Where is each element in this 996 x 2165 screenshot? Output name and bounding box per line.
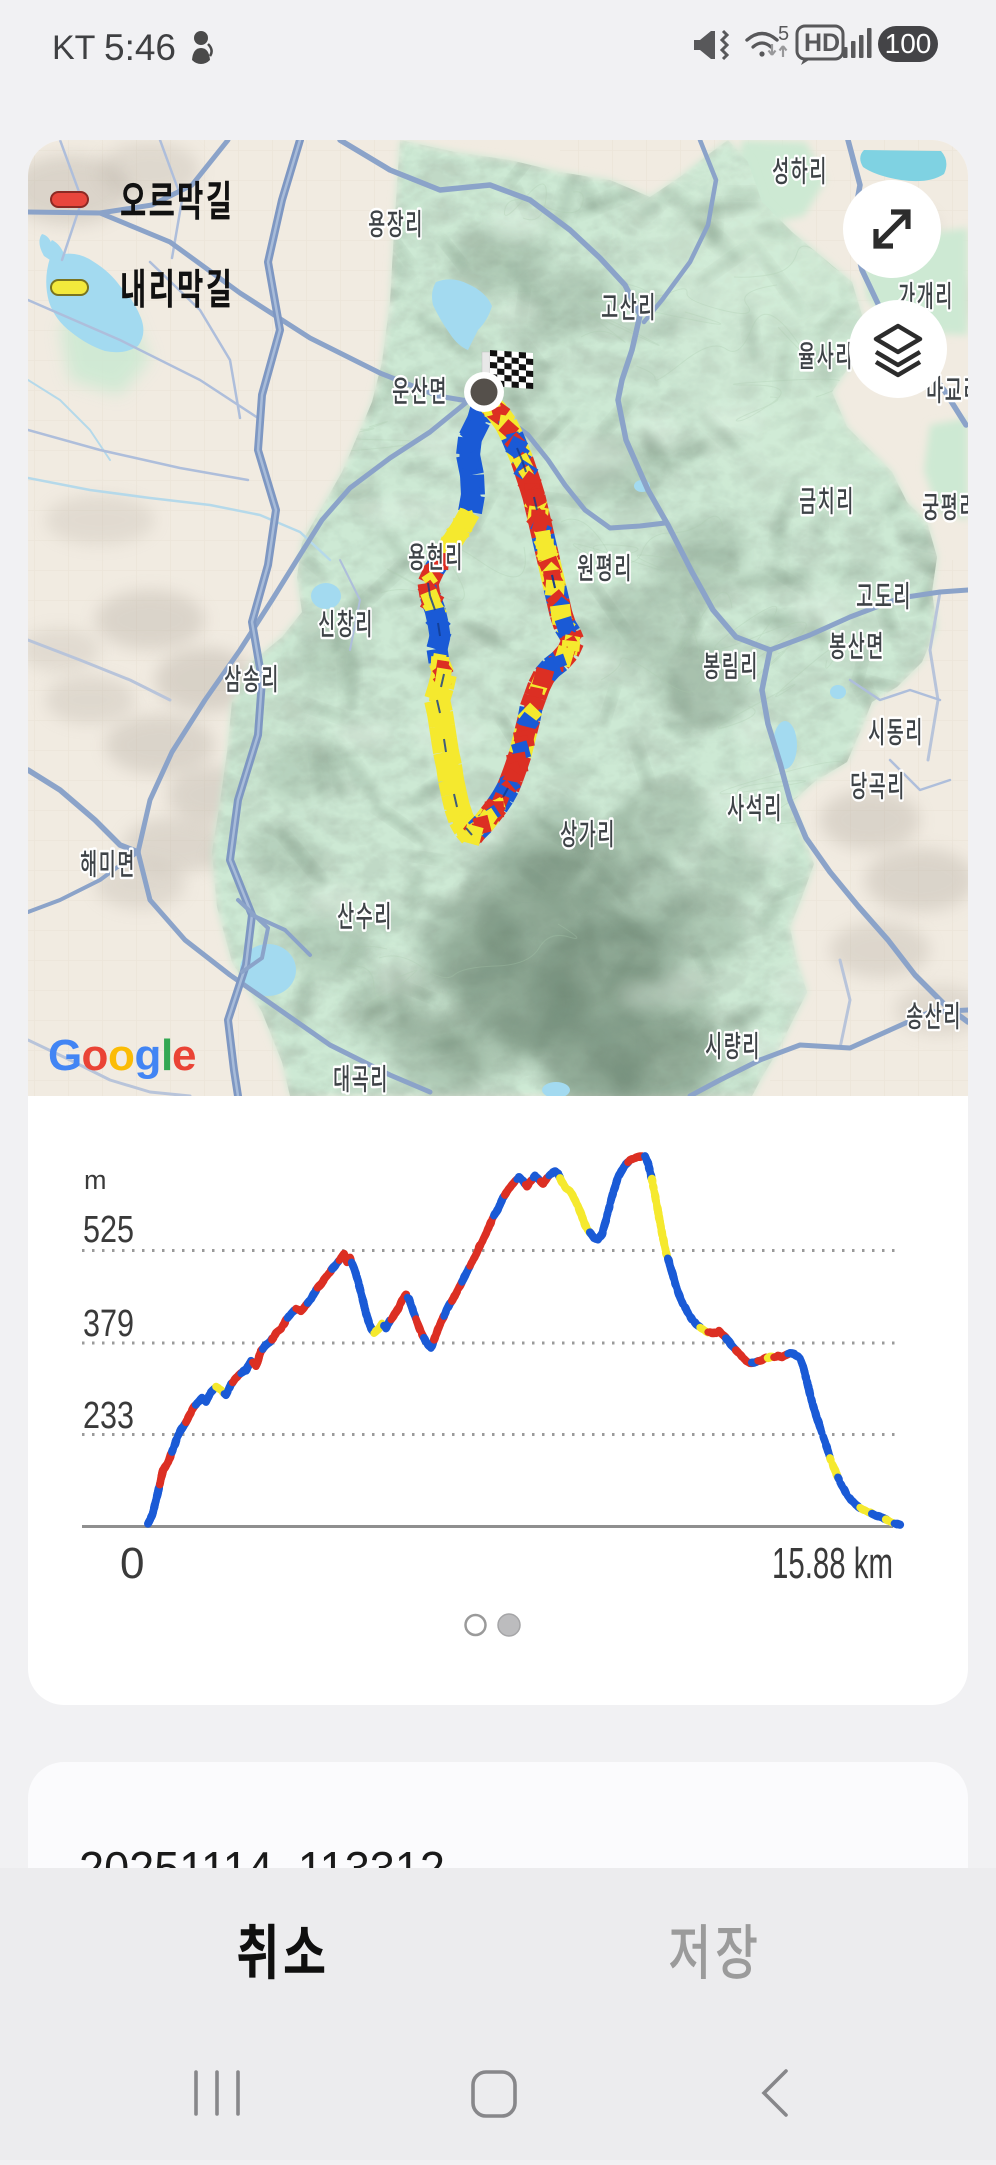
svg-text:0: 0 — [120, 1539, 144, 1588]
svg-text:100: 100 — [885, 28, 932, 59]
svg-text:KT: KT — [52, 29, 95, 67]
svg-text:233: 233 — [83, 1395, 134, 1437]
svg-text:G: G — [48, 1031, 82, 1080]
svg-text:e: e — [172, 1031, 196, 1080]
svg-text:5: 5 — [778, 23, 789, 45]
svg-text:5:46: 5:46 — [104, 27, 176, 68]
svg-text:g: g — [135, 1031, 162, 1080]
svg-text:o: o — [82, 1031, 109, 1080]
svg-text:HD: HD — [804, 29, 840, 57]
svg-text:525: 525 — [83, 1209, 134, 1251]
svg-text:379: 379 — [83, 1303, 134, 1345]
svg-text:15.88 km: 15.88 km — [772, 1539, 893, 1588]
svg-text:m: m — [84, 1165, 107, 1195]
svg-text:o: o — [108, 1031, 135, 1080]
